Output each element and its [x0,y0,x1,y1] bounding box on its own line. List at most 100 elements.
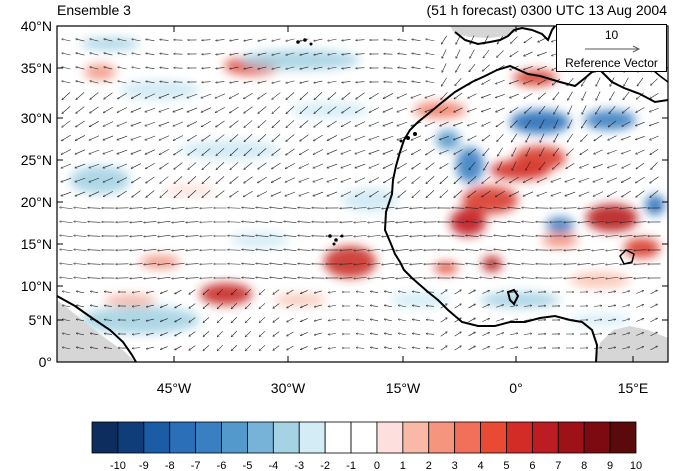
wind-vector [160,332,168,336]
wind-vector [244,80,253,83]
wind-vector [454,176,463,183]
wind-vector [314,92,323,99]
colorbar-tick-label: -8 [165,460,175,471]
wind-vector [285,191,296,196]
shading-patch [645,195,665,215]
wind-vector [244,148,253,155]
wind-vector [564,278,577,279]
shading-patch [480,292,560,308]
wind-vector [453,122,463,125]
wind-vector [174,303,182,308]
wind-vector [551,177,562,182]
wind-vector [74,222,87,223]
wind-vector [229,106,239,113]
wind-vector [341,163,352,168]
wind-vector [187,134,197,141]
wind-vector [538,92,546,100]
shading-patch [240,50,360,70]
wind-vector [188,176,197,183]
wind-vector [608,347,616,350]
wind-vector [314,106,323,113]
wind-vector [609,105,616,114]
wind-vector [284,221,297,223]
wind-vector [130,208,143,209]
wind-vector [104,320,113,321]
colorbar-swatch [350,421,378,454]
wind-vector [284,263,297,265]
wind-vector [104,81,113,84]
wind-vector [607,191,617,196]
wind-vector [620,221,633,222]
wind-vector [384,319,392,322]
wind-vector [454,190,463,197]
wind-vector [650,304,657,309]
wind-vector [228,278,241,279]
wind-vector [606,263,619,264]
wind-vector [172,277,185,278]
wind-vector [258,66,267,69]
wind-vector [200,264,213,265]
colorbar-swatch [583,421,611,454]
wind-vector [470,35,475,44]
wind-vector [74,208,87,209]
wind-vector [242,236,255,237]
wind-vector [593,320,602,321]
shading-layer [70,38,665,334]
colorbar-tick-label: 4 [478,460,484,471]
wind-vector [230,148,239,155]
wind-vector [273,289,280,295]
wind-vector [145,149,156,155]
wind-vector [410,264,423,265]
wind-vector [62,333,70,336]
wind-vector [452,236,465,237]
wind-vector [172,263,185,264]
wind-vector [564,236,577,237]
wind-vector [382,221,395,222]
wind-vector [468,318,476,323]
wind-vector [510,305,518,308]
wind-vector [580,149,589,154]
wind-vector [579,191,590,196]
wind-vector [88,208,101,209]
wind-vector [581,77,587,86]
wind-vector [356,68,365,69]
wind-vector [606,207,619,208]
wind-vector [439,121,449,126]
wind-vector [411,149,421,154]
wind-vector [482,134,491,141]
wind-vector [270,263,283,265]
wind-vector [203,345,210,350]
colorbar-swatch [117,421,145,454]
wind-vector [606,249,619,250]
wind-vector [259,345,266,350]
wind-vector [270,249,283,251]
wind-vector [172,235,185,236]
wind-vector [526,147,531,156]
wind-vector [132,334,141,335]
wind-vector [314,38,323,41]
wind-vector [537,177,548,182]
wind-vector [160,176,169,184]
wind-vector [368,207,381,208]
wind-vector [146,318,154,321]
wind-vector [440,190,449,197]
wind-vector [74,264,87,265]
wind-vector [90,53,99,56]
wind-vector [89,191,100,197]
wind-vector [216,67,225,68]
wind-vector [74,278,87,279]
wind-vector [259,303,266,308]
wind-vector [145,162,155,168]
wind-vector [595,105,601,115]
wind-vector [595,120,602,127]
wind-vector [398,333,406,336]
wind-vector [76,53,85,56]
wind-vector [230,38,239,41]
shading-patch [200,283,252,305]
wind-vector [608,135,617,140]
wind-vector [217,344,224,351]
wind-vector [494,207,507,209]
wind-vector [60,235,73,237]
wind-vector [523,51,533,56]
wind-vector [412,176,421,184]
